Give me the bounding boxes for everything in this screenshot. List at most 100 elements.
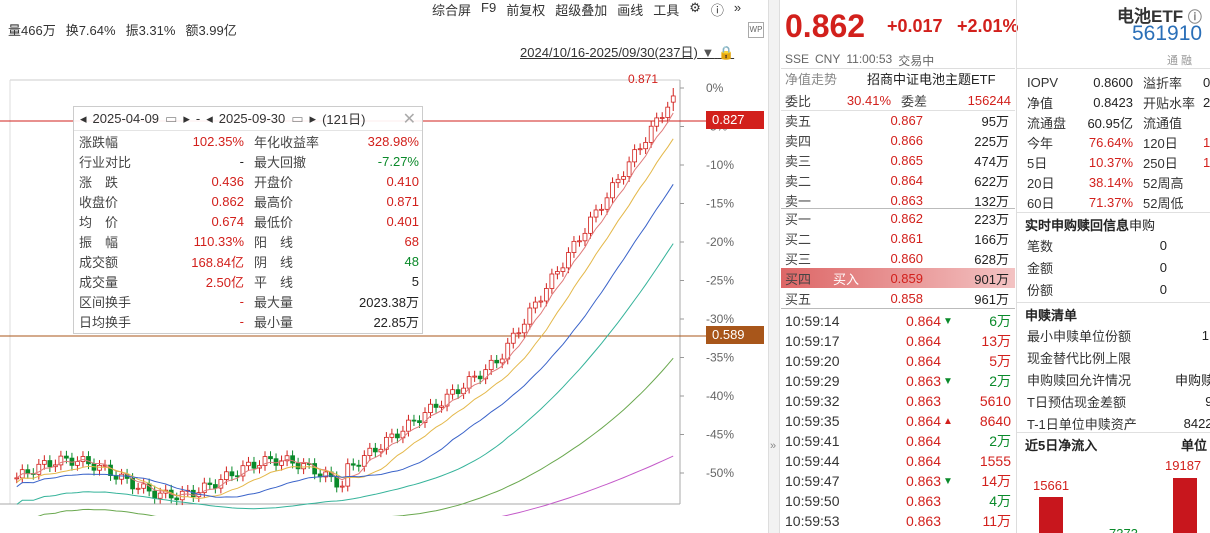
ask-row[interactable]: 卖五 0.867 95万	[781, 110, 1015, 130]
help-icon[interactable]: ⓘ	[710, 3, 724, 18]
stats-line: 量466万 换7.64% 振3.31% 额3.99亿	[8, 20, 237, 39]
candle-body	[378, 448, 384, 453]
end-date[interactable]: 2025-09-30	[218, 111, 286, 126]
bid-row[interactable]: 买二 0.861 166万	[781, 228, 1015, 248]
ask-row[interactable]: 卖四 0.866 225万	[781, 130, 1015, 150]
candle-body	[251, 461, 257, 469]
metric-label: 今年	[1027, 135, 1054, 151]
wp-icon[interactable]: WP	[748, 22, 764, 38]
start-date[interactable]: 2025-04-09	[92, 111, 160, 126]
popup-label: 收盘价	[79, 194, 119, 210]
bid-volume: 223万	[974, 211, 1009, 227]
bid-row[interactable]: 买一 0.862 223万	[781, 208, 1015, 228]
trade-time: 10:59:53	[785, 513, 840, 529]
popup-label: 涨跌幅	[79, 134, 119, 150]
collapse-arrow-icon[interactable]: »	[770, 440, 777, 452]
popup-label: 阳 线	[254, 234, 294, 250]
menu-item-forward-adjust[interactable]: 前复权	[506, 3, 546, 18]
candle-body	[135, 487, 141, 490]
close-icon[interactable]: ✕	[402, 110, 416, 128]
list-label: 现金替代比例上限	[1027, 350, 1132, 366]
trade-price: 0.863	[905, 373, 941, 389]
bid-row[interactable]: 买四 买入 0.859 901万	[781, 268, 1015, 288]
metric-value: 0	[1203, 74, 1210, 90]
calendar-icon[interactable]: ▭	[291, 110, 304, 126]
bid-volume: 961万	[974, 291, 1009, 307]
candle-body	[433, 403, 439, 408]
arrow-down-icon: ▼	[943, 315, 953, 327]
calendar-icon[interactable]: ▭	[165, 110, 178, 126]
candle-body	[290, 455, 295, 464]
next-end-arrow-icon[interactable]: ▸	[309, 110, 317, 126]
lock-icon[interactable]: 🔒	[717, 45, 735, 60]
bid-level: 买四	[785, 271, 812, 287]
candle-body	[130, 478, 135, 490]
weibi-label: 委比	[785, 93, 812, 109]
bid-row[interactable]: 买五 0.858 961万	[781, 288, 1015, 308]
candle-body	[323, 471, 329, 478]
metric-value: 60.95亿	[1087, 115, 1133, 131]
candle-body	[466, 376, 472, 389]
date-range-selector[interactable]: 2024/10/16-2025/09/30(237日) ▼ 🔒	[520, 42, 734, 61]
price-plot[interactable]: 0%-5%-10%-15%-20%-25%-30%-35%-40%-45%-50…	[0, 76, 768, 516]
trade-volume: 1555	[979, 453, 1011, 469]
info-circle-icon[interactable]: ⓘ	[1187, 9, 1202, 25]
menu-item-draw-line[interactable]: 画线	[617, 3, 644, 18]
candle-body	[527, 307, 533, 325]
list-value: 1,00	[1201, 327, 1210, 343]
bid-row[interactable]: 买三 0.860 628万	[781, 248, 1015, 268]
gear-icon[interactable]: ⚙	[689, 0, 701, 15]
current-price-tag: 0.827	[706, 111, 764, 129]
candle-body	[560, 267, 566, 272]
popup-value: 2.50亿	[205, 274, 244, 290]
metric-label: 溢折率	[1143, 75, 1183, 91]
weibi-row: 委比 30.41% 委差 156244	[781, 90, 1015, 110]
last-price: 0.862	[785, 8, 866, 44]
menu-item-composite[interactable]: 综合屏	[432, 3, 472, 18]
candle-body	[604, 197, 610, 210]
metric-value: 71.37%	[1088, 194, 1133, 210]
level-price-tag: 0.589	[706, 326, 764, 344]
candle-body	[262, 456, 268, 466]
candle-body	[615, 178, 621, 184]
menu-item-f9[interactable]: F9	[481, 0, 497, 15]
candle-body	[97, 464, 102, 471]
trade-volume: 14万	[981, 473, 1011, 489]
metric-label: 净值	[1027, 95, 1054, 111]
candle-body	[350, 463, 356, 466]
bid-level: 买一	[785, 211, 812, 227]
flow-unit: 单位	[1181, 438, 1208, 453]
trade-time: 10:59:17	[785, 333, 840, 349]
nav-trend-link[interactable]: 净值走势	[785, 72, 838, 87]
trade-status: 交易中	[898, 54, 935, 68]
metric-row: 20日 38.14% 52周高	[1017, 172, 1210, 192]
list-title: 申赎清单	[1025, 308, 1078, 323]
menu-item-overlay[interactable]: 超级叠加	[555, 3, 608, 18]
popup-value: 5	[411, 273, 419, 289]
popup-value: 0.862	[211, 193, 244, 209]
popup-row: 成交额 168.84亿阴 线 48	[74, 251, 422, 271]
ask-level: 卖四	[785, 133, 812, 149]
ask-level: 卖五	[785, 113, 812, 129]
ask-row[interactable]: 卖三 0.865 474万	[781, 150, 1015, 170]
popup-value: 68	[404, 233, 419, 249]
prev-end-arrow-icon[interactable]: ◂	[206, 110, 213, 126]
quote-subinfo: SSE CNY 11:00:53 交易中	[785, 52, 934, 69]
expand-icon[interactable]: »	[733, 0, 742, 15]
margin-tabs[interactable]: 通 融	[1167, 55, 1193, 67]
list-value: 842290	[1183, 415, 1210, 431]
panel-divider[interactable]: »	[768, 0, 780, 533]
menu-item-tools[interactable]: 工具	[653, 3, 680, 18]
buy-button[interactable]: 买入	[833, 271, 860, 287]
dropdown-triangle-icon[interactable]: ▼	[701, 45, 715, 60]
next-start-arrow-icon[interactable]: ▸	[183, 110, 190, 126]
ask-row[interactable]: 卖一 0.863 132万	[781, 190, 1015, 210]
candle-body	[648, 125, 654, 143]
metric-label: 开贴水率	[1143, 95, 1196, 111]
candle-body	[141, 483, 147, 489]
ask-row[interactable]: 卖二 0.864 622万	[781, 170, 1015, 190]
popup-row: 区间换手 - 最大量 2023.38万	[74, 291, 422, 311]
prev-start-arrow-icon[interactable]: ◂	[80, 110, 87, 126]
candle-body	[488, 359, 494, 371]
kline-chart-area[interactable]: 综合屏 F9 前复权 超级叠加 画线 工具 ⚙ ⓘ » 量466万 换7.64%…	[0, 0, 768, 533]
